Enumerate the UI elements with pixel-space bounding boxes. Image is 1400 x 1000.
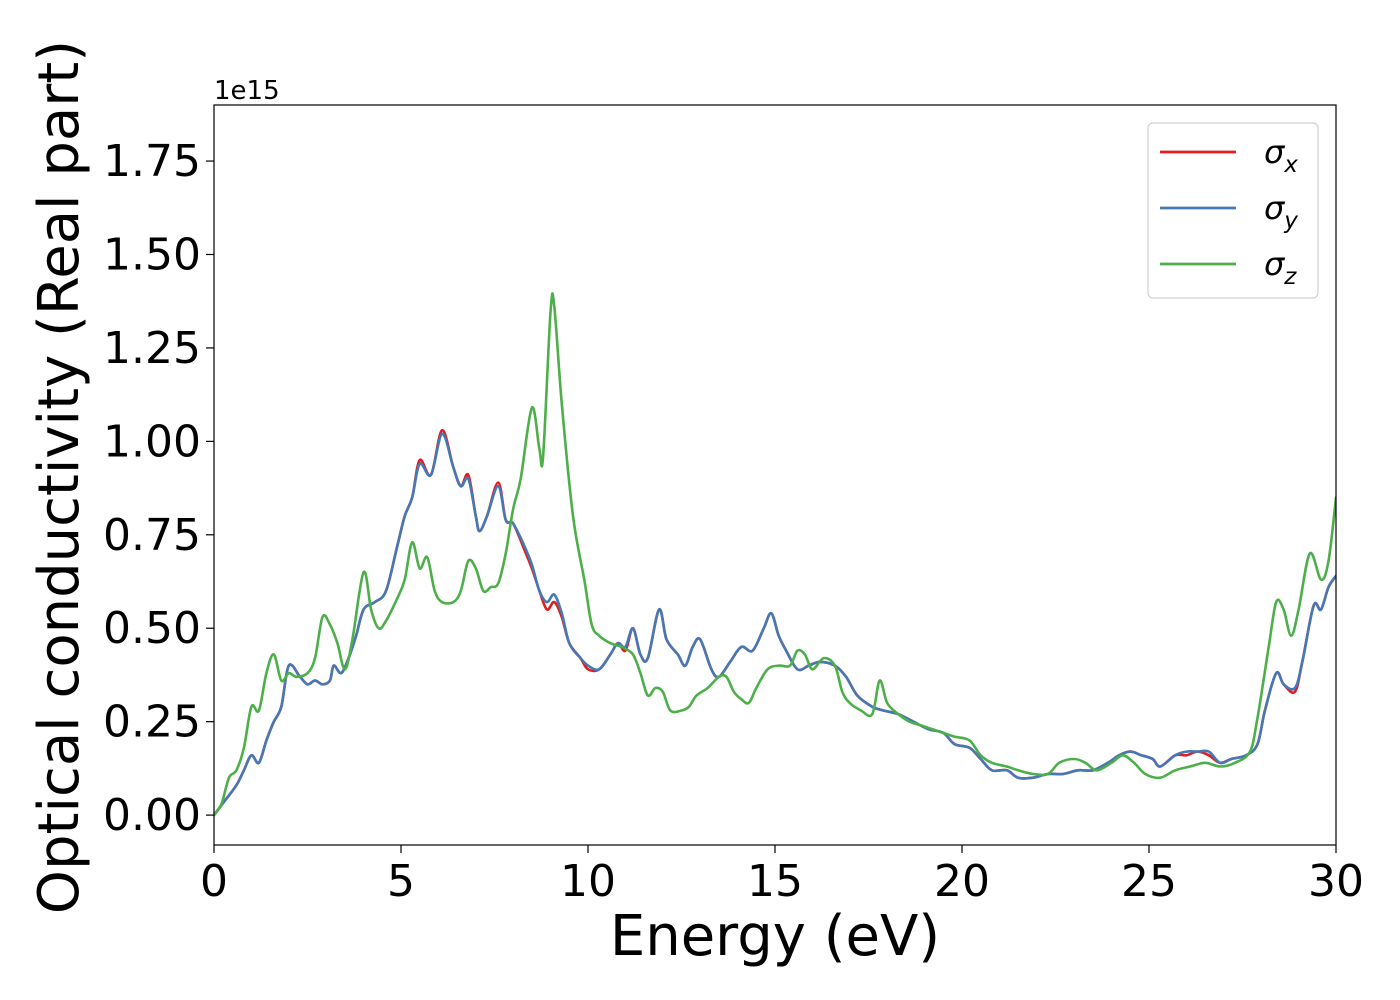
y-tick-label: 0.25 — [103, 697, 201, 748]
x-tick-label: 5 — [387, 856, 415, 907]
legend-items: σx σy σz — [1160, 133, 1298, 290]
legend: σx σy σz — [1147, 122, 1319, 299]
y-tick-label: 0.00 — [103, 790, 201, 841]
legend-label-x: σx — [1264, 133, 1298, 178]
y-axis: 0.00 0.25 0.50 0.75 1.00 1.25 1.50 1.75 — [103, 136, 214, 841]
y-tick-label: 1.00 — [103, 416, 201, 467]
legend-label-y: σy — [1264, 189, 1298, 234]
series-layer — [214, 292, 1336, 817]
legend-box — [1147, 122, 1319, 299]
series-line-y — [214, 432, 1336, 817]
y-tick-label: 0.50 — [103, 603, 201, 654]
x-tick-label: 20 — [934, 856, 990, 907]
x-tick-label: 0 — [200, 856, 228, 907]
y-tick-label: 1.50 — [103, 229, 201, 280]
y-tick-label: 0.75 — [103, 510, 201, 561]
x-tick-label: 30 — [1308, 856, 1364, 907]
x-tick-label: 15 — [747, 856, 803, 907]
series-line-z — [214, 292, 1336, 817]
x-axis: 0 5 10 15 20 25 30 — [200, 845, 1364, 907]
y-tick-label: 1.25 — [103, 323, 201, 374]
y-axis-label: Optical conductivity (Real part) — [27, 40, 92, 914]
x-axis-label: Energy (eV) — [610, 904, 940, 969]
x-tick-label: 25 — [1121, 856, 1177, 907]
legend-label-z: σz — [1264, 245, 1297, 290]
y-tick-label: 1.75 — [103, 136, 201, 187]
y-axis-offset-text: 1e15 — [214, 76, 280, 106]
x-tick-label: 10 — [560, 856, 616, 907]
